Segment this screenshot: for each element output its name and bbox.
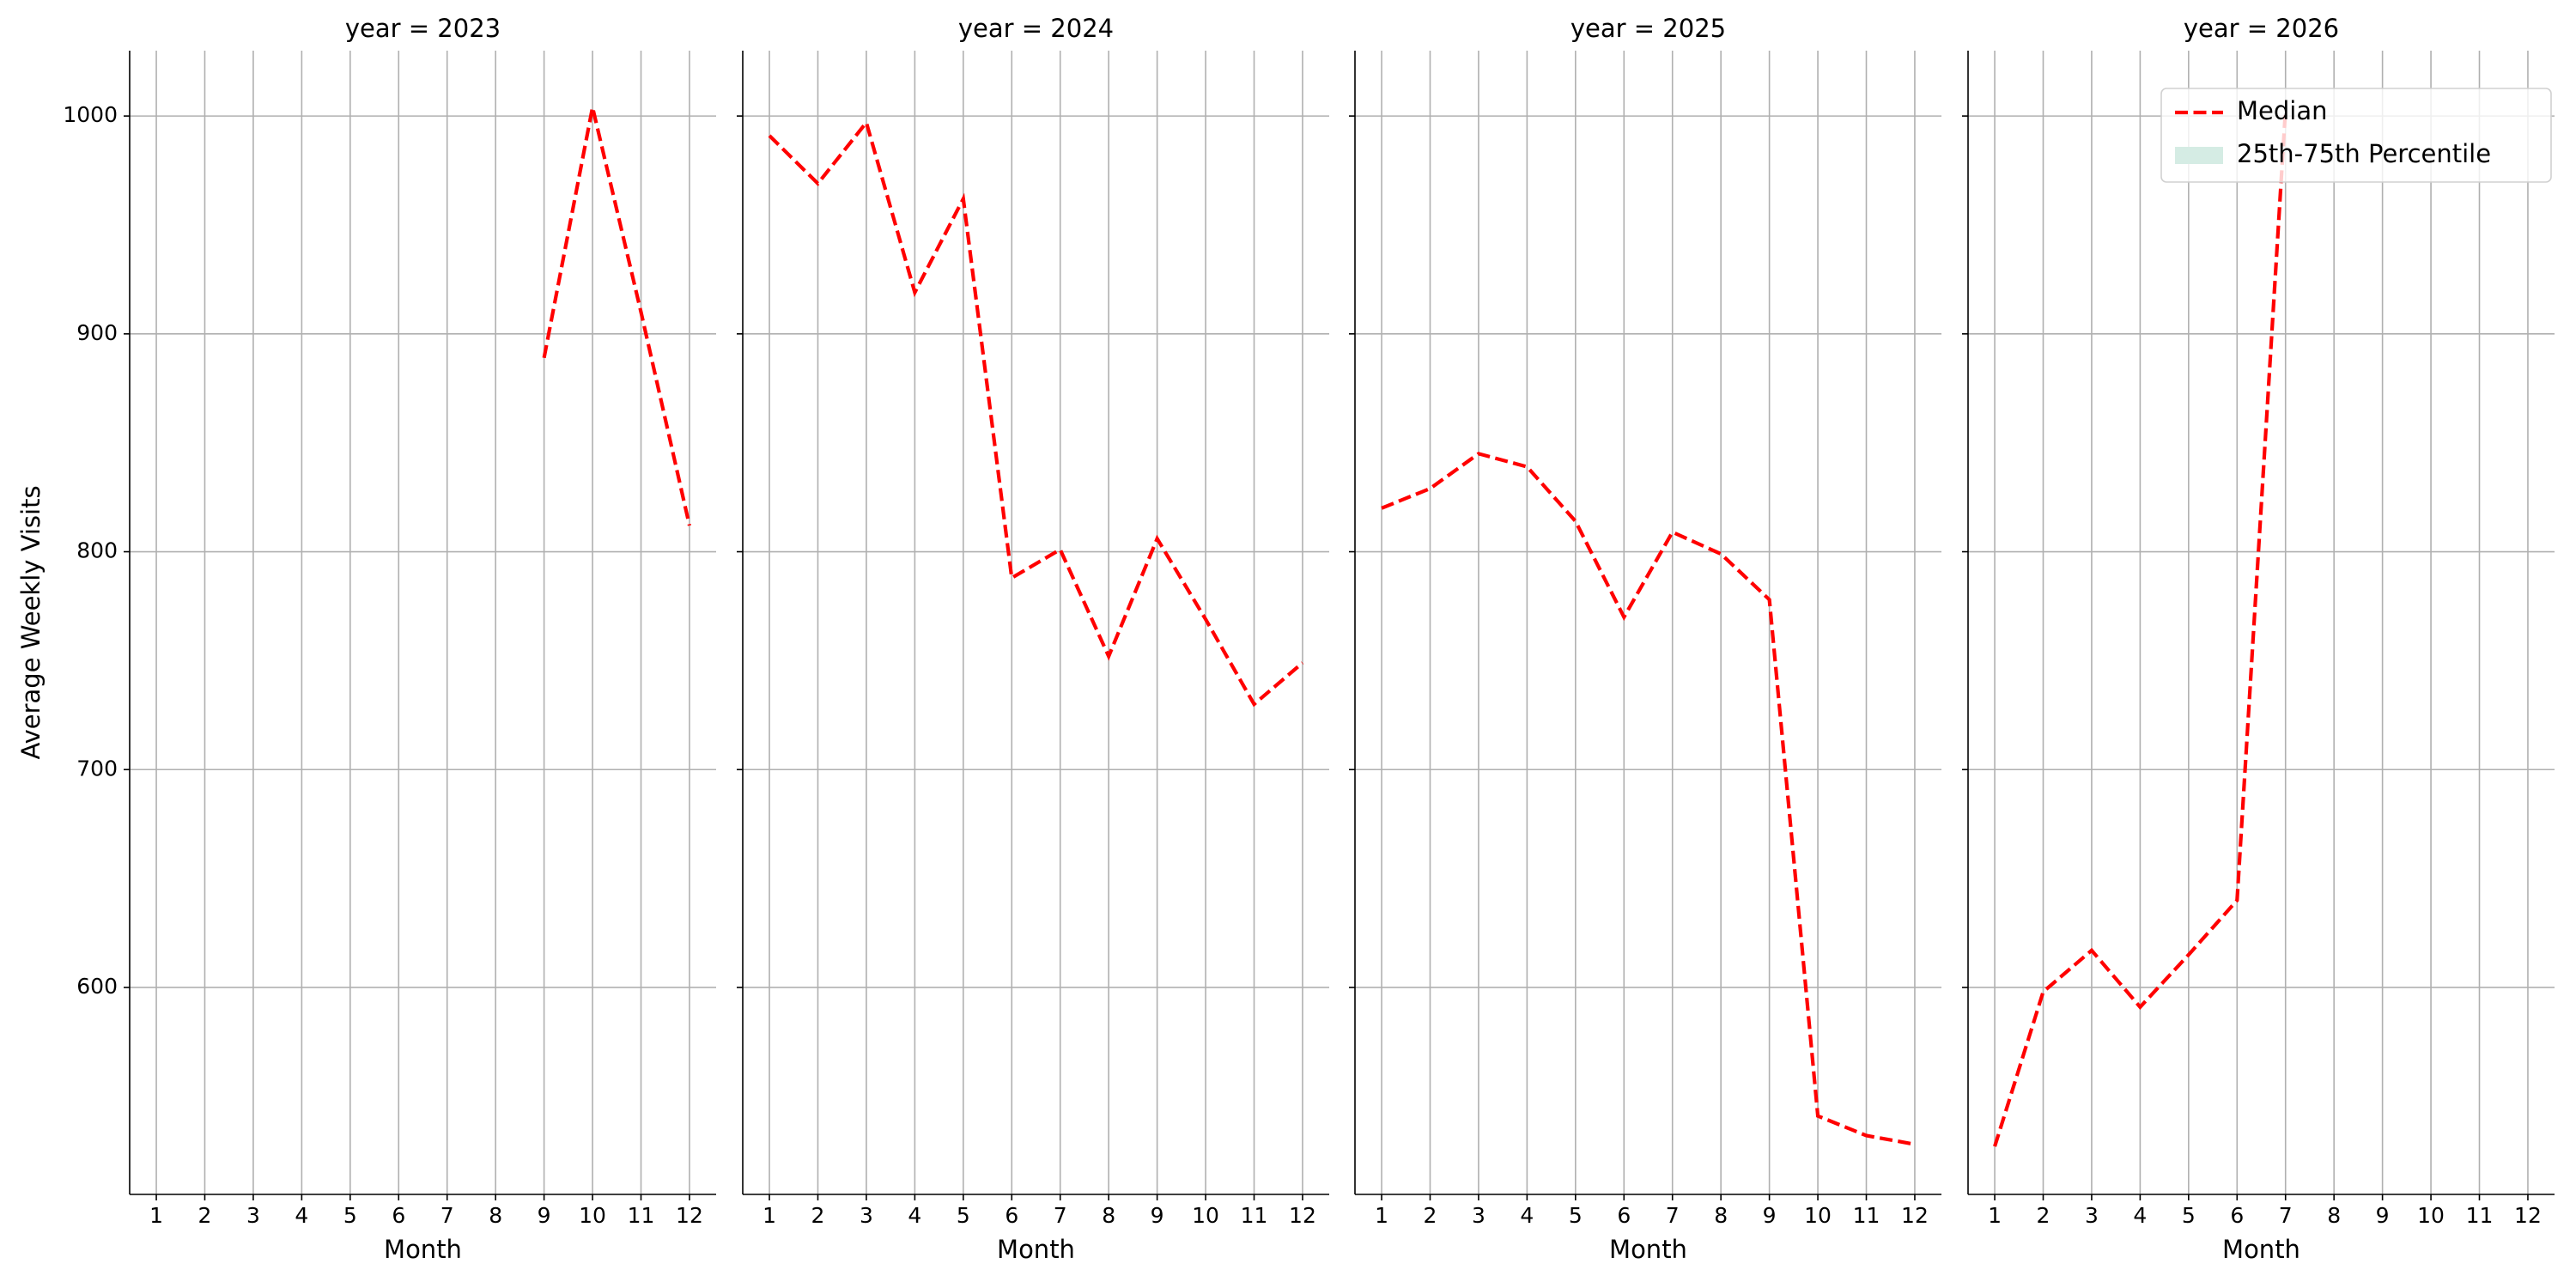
x-tick-label: 12	[2514, 1203, 2542, 1228]
panel-title: year = 2023	[345, 14, 501, 43]
x-tick-label: 7	[1054, 1203, 1067, 1228]
x-tick-label: 3	[860, 1203, 873, 1228]
x-tick-label: 7	[1666, 1203, 1680, 1228]
y-tick-label: 800	[76, 538, 118, 563]
x-tick-label: 7	[2279, 1203, 2293, 1228]
y-axis-label: Average Weekly Visits	[16, 485, 46, 759]
x-tick-label: 9	[538, 1203, 551, 1228]
legend-box	[2160, 88, 2552, 183]
median-line	[1993, 109, 2287, 1147]
x-tick-label: 2	[198, 1203, 212, 1228]
x-tick-label: 1	[1375, 1203, 1388, 1228]
x-tick-label: 4	[1520, 1203, 1534, 1228]
x-tick-label: 3	[2085, 1203, 2099, 1228]
x-tick-label: 10	[1804, 1203, 1832, 1228]
x-tick-label: 6	[1617, 1203, 1631, 1228]
x-tick-label: 8	[2327, 1203, 2341, 1228]
legend-swatch	[2175, 147, 2223, 164]
x-tick-label: 8	[1714, 1203, 1728, 1228]
x-axis-label: Month	[384, 1235, 462, 1264]
x-tick-label: 1	[149, 1203, 163, 1228]
legend: Median 25th-75th Percentile	[2160, 88, 2552, 183]
x-tick-label: 12	[676, 1203, 703, 1228]
median-line	[1381, 452, 1916, 1146]
x-tick-label: 8	[489, 1203, 502, 1228]
x-tick-label: 6	[1005, 1203, 1018, 1228]
x-tick-label: 4	[295, 1203, 308, 1228]
x-tick-label: 11	[1853, 1203, 1880, 1228]
x-tick-label: 1	[762, 1203, 776, 1228]
x-tick-label: 5	[343, 1203, 357, 1228]
panel-title: year = 2025	[1571, 14, 1726, 43]
x-axis-label: Month	[2222, 1235, 2300, 1264]
x-tick-label: 9	[1763, 1203, 1777, 1228]
y-tick-label: 700	[76, 756, 118, 781]
x-tick-label: 5	[1569, 1203, 1583, 1228]
x-tick-label: 12	[1289, 1203, 1316, 1228]
x-tick-label: 6	[2230, 1203, 2244, 1228]
x-axis-label: Month	[997, 1235, 1075, 1264]
x-tick-label: 11	[1241, 1203, 1268, 1228]
y-tick-label: 1000	[63, 102, 118, 127]
x-tick-label: 1	[1988, 1203, 2002, 1228]
x-tick-label: 5	[957, 1203, 970, 1228]
x-tick-label: 6	[392, 1203, 405, 1228]
panel-title: year = 2024	[958, 14, 1114, 43]
panel-title: year = 2026	[2184, 14, 2339, 43]
x-tick-label: 11	[2466, 1203, 2494, 1228]
x-tick-label: 12	[1901, 1203, 1929, 1228]
x-tick-label: 2	[811, 1203, 825, 1228]
y-tick-label: 600	[76, 974, 118, 999]
x-tick-label: 7	[440, 1203, 454, 1228]
x-tick-label: 10	[1192, 1203, 1219, 1228]
median-line	[542, 106, 692, 526]
x-tick-label: 11	[628, 1203, 655, 1228]
x-tick-label: 3	[1472, 1203, 1485, 1228]
x-tick-label: 4	[2133, 1203, 2147, 1228]
x-tick-label: 2	[2037, 1203, 2050, 1228]
median-line	[768, 118, 1304, 708]
x-tick-label: 10	[2417, 1203, 2445, 1228]
y-tick-label: 900	[76, 320, 118, 345]
x-tick-label: 4	[908, 1203, 921, 1228]
x-axis-label: Month	[1609, 1235, 1687, 1264]
x-tick-label: 10	[579, 1203, 606, 1228]
x-tick-label: 9	[2376, 1203, 2390, 1228]
legend-label: Median	[2237, 96, 2327, 125]
x-tick-label: 5	[2182, 1203, 2196, 1228]
x-tick-label: 2	[1424, 1203, 1437, 1228]
x-tick-label: 3	[246, 1203, 260, 1228]
x-tick-label: 8	[1102, 1203, 1115, 1228]
x-tick-label: 9	[1151, 1203, 1164, 1228]
legend-label: 25th-75th Percentile	[2237, 139, 2491, 168]
